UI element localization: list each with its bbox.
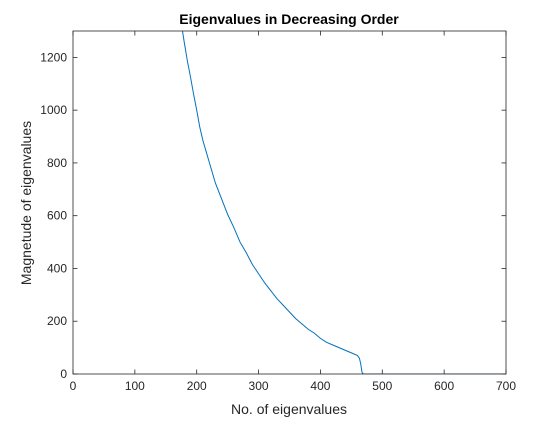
plot-area bbox=[73, 31, 506, 374]
x-tick-label: 500 bbox=[372, 379, 392, 393]
x-tick-label: 0 bbox=[70, 379, 77, 393]
y-tick-label: 0 bbox=[60, 367, 67, 381]
y-tick-label: 400 bbox=[47, 261, 67, 275]
series-line-0 bbox=[181, 31, 506, 374]
axes-box bbox=[72, 30, 507, 375]
y-tick-label: 200 bbox=[47, 314, 67, 328]
y-tick-label: 1200 bbox=[40, 50, 67, 64]
y-tick-label: 600 bbox=[47, 209, 67, 223]
x-tick-label: 300 bbox=[249, 379, 269, 393]
y-tick-label: 1000 bbox=[40, 103, 67, 117]
x-tick-label: 600 bbox=[434, 379, 454, 393]
x-tick-label: 700 bbox=[496, 379, 516, 393]
chart-title: Eigenvalues in Decreasing Order bbox=[179, 11, 399, 27]
x-tick-label: 100 bbox=[125, 379, 145, 393]
x-tick-label: 200 bbox=[187, 379, 207, 393]
y-tick-label: 800 bbox=[47, 156, 67, 170]
y-axis-label: Magnetude of eigenvalues bbox=[18, 121, 34, 285]
x-tick-label: 400 bbox=[310, 379, 330, 393]
x-axis-label: No. of eigenvalues bbox=[231, 401, 347, 417]
